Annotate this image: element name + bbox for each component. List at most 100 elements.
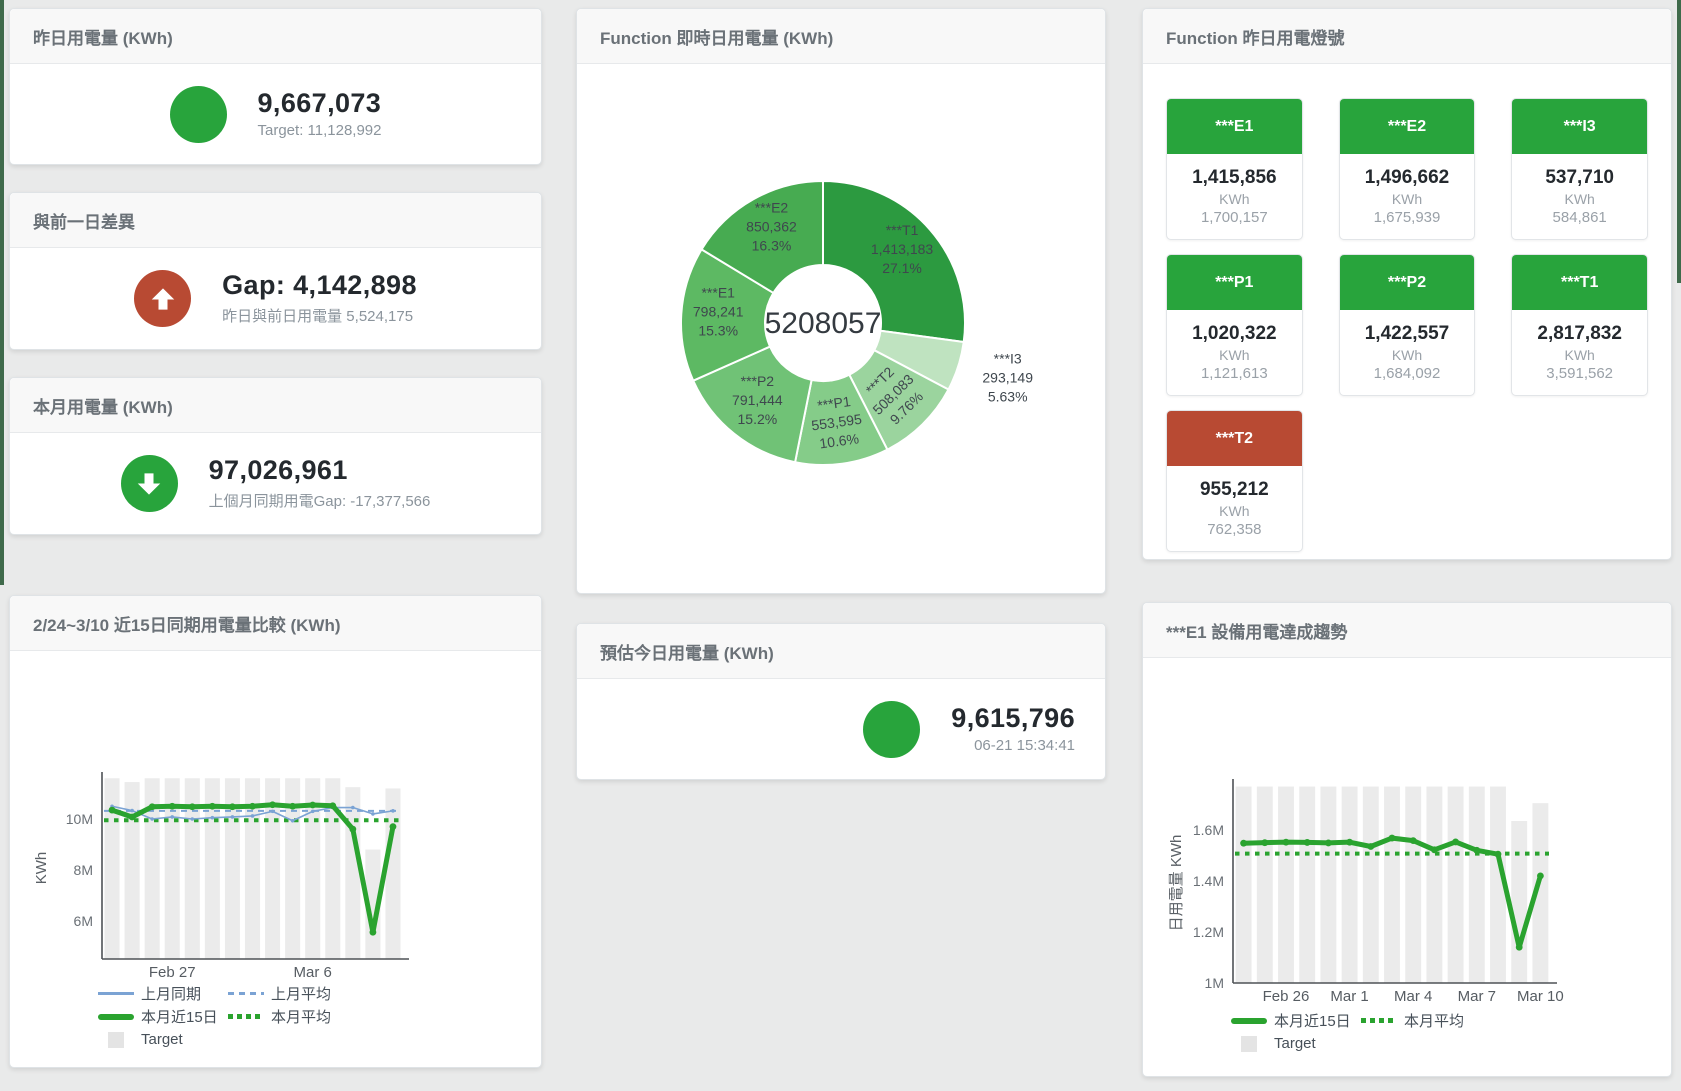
card-day-gap-header: 與前一日差異 — [10, 193, 541, 248]
pie-slice-P2[interactable] — [691, 345, 813, 464]
legend-item-series[interactable]: 上月同期 — [98, 983, 228, 1004]
target-bar — [164, 778, 180, 959]
target-bar — [204, 778, 220, 959]
data-point — [349, 825, 357, 833]
tile-value: 1,496,662 — [1364, 167, 1450, 188]
tile-target: 3,591,562 — [1546, 365, 1614, 382]
tile-unit: KWh — [1564, 191, 1595, 207]
tile-target: 584,861 — [1552, 209, 1607, 226]
data-point — [1388, 834, 1396, 842]
right-edge-accent — [1677, 0, 1681, 283]
legend-row: 本月近15日 本月平均 — [98, 1005, 358, 1028]
card-estimate-title: 預估今日用電量 (KWh) — [600, 643, 774, 663]
light-tile: ***E1 1,415,856 KWh 1,700,157 — [1166, 98, 1303, 240]
data-point — [1431, 846, 1438, 854]
card-e1-trend-title: ***E1 設備用電達成趨勢 — [1166, 622, 1348, 642]
x-tick-label: Mar 6 — [294, 964, 332, 981]
legend-item-series[interactable]: 上月平均 — [228, 983, 358, 1004]
legend-label: 上月同期 — [141, 986, 202, 1003]
data-point — [1409, 837, 1417, 845]
target-bar — [385, 788, 401, 959]
legend-item-series[interactable]: 本月近15日 — [98, 1006, 228, 1027]
card-month-body: 97,026,961 上個月同期用電Gap: -17,377,566 — [10, 433, 541, 534]
green-status-circle-icon — [863, 700, 921, 758]
data-point — [128, 813, 136, 821]
kpi-text: Gap: 4,142,898 昨日與前日用電量 5,524,175 — [222, 271, 417, 325]
tile-body: 1,415,856 KWh 1,700,157 — [1167, 154, 1302, 239]
x-tick-label: Mar 1 — [1330, 988, 1368, 1005]
tile-target: 1,700,157 — [1200, 209, 1268, 226]
legend-item-target[interactable]: Target — [98, 1031, 228, 1048]
left-edge-accent — [0, 0, 4, 585]
data-point — [249, 802, 256, 810]
target-bar — [325, 778, 341, 959]
legend-label: 本月平均 — [1404, 1013, 1465, 1030]
target-bar — [305, 778, 321, 959]
legend-swatch-icon — [228, 1009, 264, 1025]
target-bar — [1490, 786, 1506, 983]
data-point — [369, 928, 377, 936]
x-tick-label: Mar 4 — [1394, 988, 1432, 1005]
e1-trend-chart-canvas: 1M 1.2M 1.4M 1.6M Feb 26 Mar 1 Mar 4 Mar 7 Mar 1… — [1168, 779, 1564, 1005]
pie-slice-E1[interactable] — [680, 248, 775, 382]
tile-value: 955,212 — [1199, 479, 1269, 500]
tile-body: 1,422,557 KWh 1,684,092 — [1340, 310, 1475, 395]
legend-label: Target — [141, 1031, 183, 1048]
tile-target: 762,358 — [1207, 521, 1262, 538]
legend-item-target[interactable]: Target — [1231, 1035, 1361, 1052]
e1-trend-legend: 本月近15日 本月平均 Target — [1231, 1009, 1491, 1055]
target-bar — [1235, 786, 1252, 983]
card-yesterday-usage: 昨日用電量 (KWh) 9,667,073 Target: 11,128,992 — [9, 8, 542, 165]
legend-label: 本月平均 — [271, 1009, 332, 1026]
tile-target: 1,675,939 — [1373, 209, 1441, 226]
card-yesterday-title: 昨日用電量 (KWh) — [33, 28, 173, 48]
x-tick-label: Mar 7 — [1458, 988, 1496, 1005]
data-point — [269, 801, 276, 809]
pie-slice-label: ***P1553,59510.6% — [808, 392, 866, 452]
legend-item-series[interactable]: 本月近15日 — [1231, 1010, 1361, 1031]
card-day-gap-title: 與前一日差異 — [33, 212, 135, 232]
data-point — [310, 809, 315, 814]
tile-status-header: ***T1 — [1512, 255, 1647, 310]
tile-status-header: ***P1 — [1167, 255, 1302, 310]
legend-swatch-icon — [228, 986, 264, 1002]
legend-item-series[interactable]: 本月平均 — [1361, 1010, 1491, 1031]
data-point — [1515, 943, 1523, 951]
light-tile: ***T2 955,212 KWh 762,358 — [1166, 410, 1303, 552]
data-point — [1537, 872, 1544, 880]
legend-item-series[interactable]: 本月平均 — [228, 1006, 358, 1027]
card-month-usage: 本月用電量 (KWh) 97,026,961 上個月同期用電Gap: -17,3… — [9, 377, 542, 535]
card-compare-chart: 2/24~3/10 近15日同期用電量比較 (KWh) 6M 8M 10M Feb 2… — [9, 595, 542, 1068]
legend-row: 上月同期 上月平均 — [98, 982, 358, 1005]
data-point — [190, 817, 195, 821]
target-bar — [184, 778, 200, 959]
tile-status-header: ***E2 — [1339, 99, 1475, 154]
pie-slice-T1[interactable] — [822, 179, 966, 344]
data-point — [1494, 850, 1502, 858]
tile-body: 537,710 KWh 584,861 — [1512, 154, 1647, 239]
data-point — [230, 815, 235, 819]
legend-label: Target — [1274, 1035, 1316, 1052]
tile-status-header: ***E1 — [1167, 99, 1302, 154]
pie-slice-E2[interactable] — [700, 179, 824, 295]
legend-row: Target — [1231, 1032, 1491, 1055]
pie-slice-label: ***E2 850,362 16.3% — [746, 200, 797, 254]
target-bar — [224, 778, 240, 959]
target-bar — [1447, 786, 1464, 983]
data-point — [108, 806, 116, 814]
target-bar — [1384, 786, 1400, 983]
target-bar — [124, 782, 140, 959]
light-tile: ***E2 1,496,662 KWh 1,675,939 — [1338, 98, 1476, 240]
legend-swatch-icon — [98, 1009, 134, 1025]
tile-unit: KWh — [1391, 347, 1423, 363]
light-tile: ***P1 1,020,322 KWh 1,121,613 — [1166, 254, 1303, 396]
card-lights-header: Function 昨日用電燈號 — [1143, 9, 1671, 64]
target-bar — [365, 849, 381, 959]
data-point — [351, 805, 355, 810]
day-gap-sub: 昨日與前日用電量 5,524,175 — [222, 307, 414, 325]
target-bar — [1256, 786, 1273, 983]
card-compare-title: 2/24~3/10 近15日同期用電量比較 (KWh) — [33, 615, 341, 635]
pie-slice-label: ***E1 798,241 15.3% — [693, 284, 744, 338]
data-point — [329, 802, 337, 810]
target-bar — [244, 778, 261, 959]
